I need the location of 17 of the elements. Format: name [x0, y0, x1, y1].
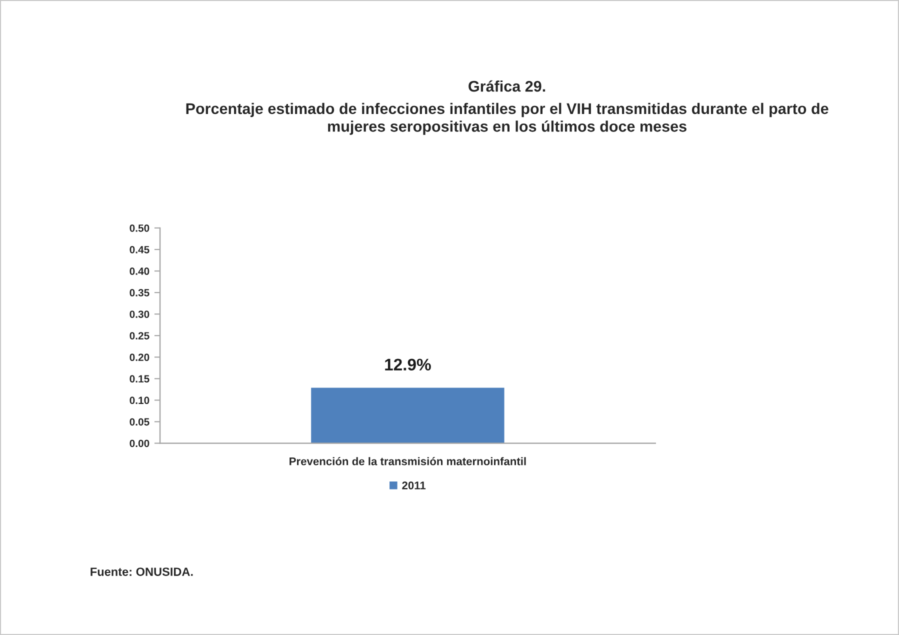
- legend-label: 2011: [402, 482, 426, 490]
- x-tick-label: Prevención de la transmisión maternoinfantil: [290, 457, 526, 466]
- y-tick-label: 0.10: [130, 396, 150, 404]
- y-tick-label: 0.45: [130, 246, 150, 254]
- y-tick-label: 0.25: [130, 332, 150, 340]
- y-tick-label: 0.00: [130, 440, 150, 448]
- y-tick-label: 0.15: [130, 375, 150, 383]
- y-tick-label: 0.35: [130, 289, 150, 296]
- data-label: 12.9%: [385, 358, 431, 371]
- y-tick-label: 0.20: [130, 354, 150, 361]
- chart-subtitle: Porcentaje estimado de infecciones infantiles por el VIH transmitidas durante el parto de mujeres seropositivas en los últimos doce meses: [186, 102, 828, 135]
- chart-title: Gráfica 29.: [468, 80, 546, 92]
- y-tick-label: 0.30: [130, 310, 150, 318]
- source-note: Fuente: ONUSIDA.: [90, 568, 193, 576]
- y-tick-label: 0.50: [130, 224, 150, 232]
- y-tick-label: 0.40: [130, 268, 150, 275]
- y-tick-label: 0.05: [130, 418, 150, 426]
